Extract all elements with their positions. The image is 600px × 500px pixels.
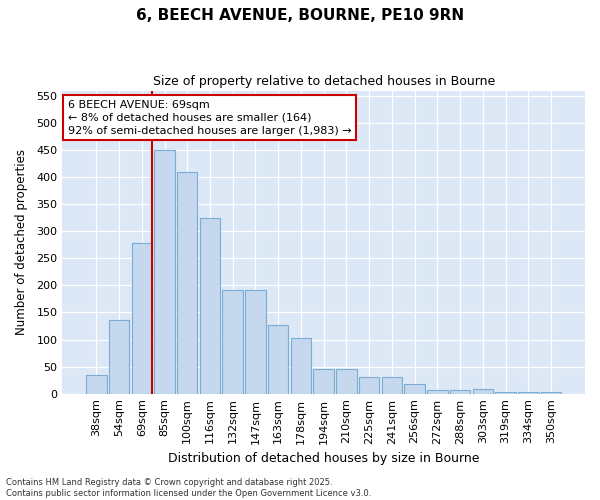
Bar — [200, 218, 220, 394]
Bar — [86, 374, 107, 394]
Bar — [382, 377, 402, 394]
Bar — [245, 290, 266, 394]
Bar — [427, 390, 448, 394]
Bar — [223, 290, 243, 394]
Text: 6, BEECH AVENUE, BOURNE, PE10 9RN: 6, BEECH AVENUE, BOURNE, PE10 9RN — [136, 8, 464, 22]
Bar — [290, 338, 311, 394]
Bar — [131, 243, 152, 394]
Title: Size of property relative to detached houses in Bourne: Size of property relative to detached ho… — [152, 75, 495, 88]
Bar — [450, 390, 470, 394]
Bar — [404, 384, 425, 394]
Text: Contains HM Land Registry data © Crown copyright and database right 2025.
Contai: Contains HM Land Registry data © Crown c… — [6, 478, 371, 498]
Bar — [268, 326, 289, 394]
Bar — [313, 369, 334, 394]
X-axis label: Distribution of detached houses by size in Bourne: Distribution of detached houses by size … — [168, 452, 479, 465]
Bar — [541, 392, 561, 394]
Bar — [518, 392, 539, 394]
Text: 6 BEECH AVENUE: 69sqm
← 8% of detached houses are smaller (164)
92% of semi-deta: 6 BEECH AVENUE: 69sqm ← 8% of detached h… — [68, 100, 351, 136]
Bar — [154, 150, 175, 394]
Bar — [177, 172, 197, 394]
Bar — [109, 320, 129, 394]
Y-axis label: Number of detached properties: Number of detached properties — [15, 149, 28, 335]
Bar — [496, 392, 516, 394]
Bar — [359, 377, 379, 394]
Bar — [336, 369, 356, 394]
Bar — [473, 390, 493, 394]
